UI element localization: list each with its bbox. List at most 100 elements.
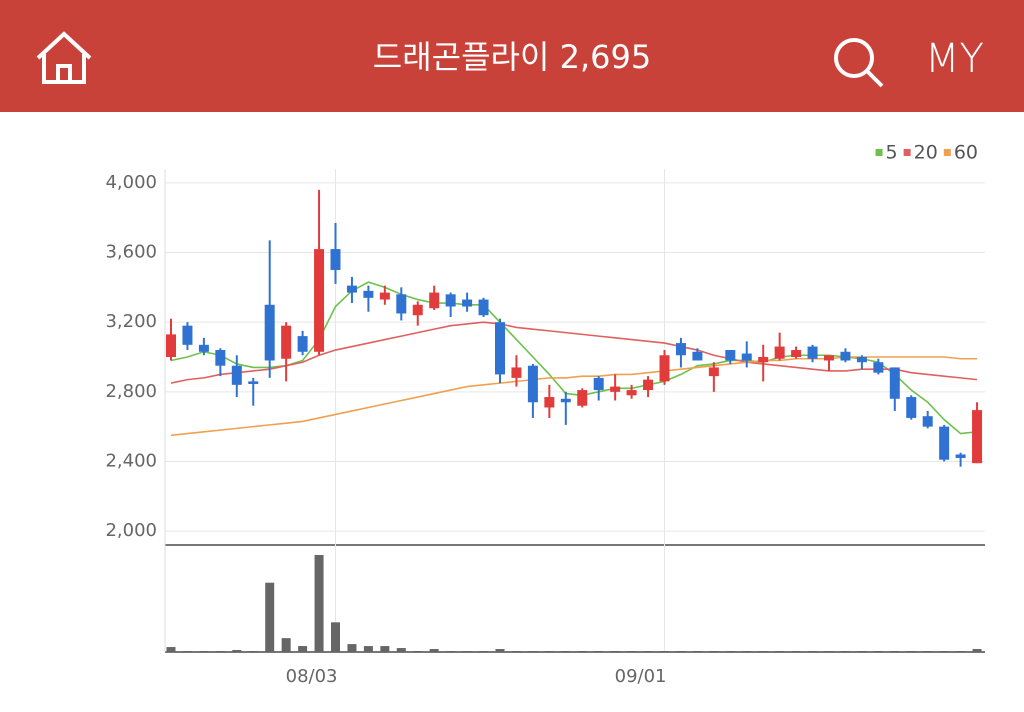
candle-body	[939, 426, 950, 460]
candle-body	[593, 377, 604, 391]
candle-body	[445, 294, 456, 307]
candle-body	[791, 350, 802, 357]
volume-bar	[709, 651, 719, 652]
candle-body	[807, 346, 818, 359]
candle-body	[692, 351, 703, 361]
volume-bar	[594, 651, 604, 652]
ma-line	[170, 356, 978, 437]
candle-body	[708, 367, 719, 377]
candle-body	[412, 304, 423, 316]
y-tick-label: 2,400	[105, 450, 157, 471]
candle-body	[955, 454, 966, 458]
candle-body	[577, 390, 588, 406]
volume-bar	[479, 651, 489, 652]
candle-body	[215, 350, 226, 366]
volume-bar	[232, 650, 242, 652]
candle-body	[396, 294, 407, 314]
candle-body	[972, 410, 983, 464]
y-tick-label: 2,000	[105, 520, 157, 541]
volume-bar	[857, 651, 867, 652]
header: 드래곤플라이 2,695 MY	[0, 0, 1024, 112]
candle-body	[626, 390, 637, 396]
volume-bar	[528, 651, 538, 652]
volume-bar	[462, 651, 472, 652]
volume-bar	[610, 651, 620, 652]
candle-body	[166, 334, 176, 357]
volume-bar	[396, 648, 406, 652]
volume-bar	[742, 651, 752, 652]
search-icon[interactable]	[830, 34, 890, 94]
volume-bar	[627, 651, 637, 652]
candle-body	[873, 362, 884, 373]
volume-bar	[380, 646, 390, 652]
home-icon[interactable]	[32, 24, 102, 94]
volume-bar	[248, 651, 258, 652]
volume-bar	[972, 649, 982, 652]
candle-body	[314, 249, 325, 352]
candle-body	[659, 355, 670, 382]
volume-bar	[956, 651, 966, 652]
volume-bar	[347, 644, 357, 652]
volume-bar	[873, 651, 883, 652]
volume-bar	[808, 651, 818, 652]
volume-bar	[775, 651, 785, 652]
volume-bar	[314, 555, 324, 652]
candle-body	[281, 325, 292, 359]
volume-bar	[363, 646, 373, 652]
candle-body	[379, 292, 390, 300]
y-tick-label: 3,600	[105, 242, 157, 263]
candle-body	[429, 292, 440, 309]
candle-body	[198, 344, 209, 352]
volume-bar	[906, 651, 916, 652]
candle-body	[758, 357, 769, 363]
candle-body	[363, 290, 374, 298]
volume-bar	[923, 651, 933, 652]
ma-line	[170, 321, 978, 384]
candle-body	[774, 346, 785, 359]
candle-body	[922, 416, 933, 427]
candle-body	[264, 304, 275, 361]
candle-body	[725, 350, 736, 361]
y-tick-label: 4,000	[105, 172, 157, 193]
volume-bar	[643, 651, 653, 652]
candle-body	[906, 397, 917, 418]
candle-body	[544, 397, 555, 408]
volume-bar	[561, 651, 571, 652]
candle-body	[527, 365, 538, 403]
candle-body	[840, 351, 851, 361]
volume-bar	[413, 651, 423, 652]
legend-swatch	[903, 149, 911, 156]
volume-bar	[215, 651, 225, 652]
chart: 2,000 2,400 2,800 3,200 3,600 4,000 08/03 09/01…	[105, 142, 985, 687]
candle-body	[560, 398, 571, 403]
volume-bar	[281, 638, 291, 652]
volume-bar	[199, 651, 209, 652]
ma-line	[170, 281, 978, 435]
candle-body	[675, 343, 686, 356]
candle-body	[643, 379, 654, 391]
volume-bar	[544, 651, 554, 652]
volume-bar	[824, 651, 834, 652]
volume-bar	[166, 647, 176, 652]
candle-body	[856, 357, 867, 363]
legend-swatch	[875, 149, 883, 156]
y-tick-label: 2,800	[105, 381, 157, 402]
candle-body	[478, 299, 489, 316]
volume-bar	[298, 646, 308, 652]
candle-body	[610, 386, 621, 392]
candle-body	[346, 285, 357, 293]
legend-swatch	[943, 149, 951, 156]
volume-bar	[725, 651, 735, 652]
volume-bar	[182, 651, 192, 652]
volume-bar	[429, 649, 439, 652]
x-tick-label: 09/01	[615, 666, 667, 687]
candle-body	[824, 355, 834, 361]
candle-body	[511, 367, 522, 378]
volume-bar	[840, 651, 850, 652]
volume-bar	[265, 582, 275, 652]
my-button[interactable]: MY	[925, 36, 984, 82]
candle-body	[495, 322, 505, 375]
volume-bar	[660, 651, 669, 652]
candle-body	[889, 367, 900, 399]
